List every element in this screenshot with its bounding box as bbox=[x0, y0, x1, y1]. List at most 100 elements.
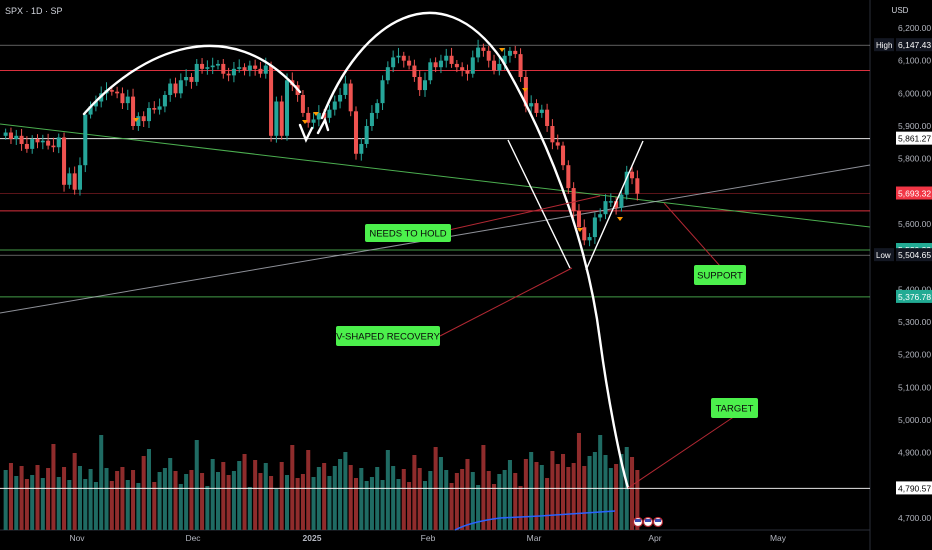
projected-drop-line[interactable] bbox=[500, 58, 630, 490]
earnings-marker bbox=[313, 112, 319, 116]
y-tick-label: 5,900.00 bbox=[898, 121, 931, 131]
volume-bar bbox=[460, 469, 465, 530]
right-top-arc[interactable] bbox=[320, 11, 504, 120]
x-tick-label: Dec bbox=[185, 533, 201, 543]
volume-bar bbox=[614, 464, 619, 530]
volume-bar bbox=[56, 477, 61, 530]
candle-body bbox=[518, 54, 523, 77]
candle-body bbox=[311, 119, 316, 123]
currency-label: USD bbox=[892, 6, 909, 15]
candle-body bbox=[534, 103, 539, 113]
volume-bar bbox=[178, 484, 183, 530]
candle-body bbox=[205, 67, 210, 69]
volume-bar bbox=[168, 458, 173, 530]
volume-series bbox=[3, 433, 640, 530]
y-tick-label: 5,600.00 bbox=[898, 219, 931, 229]
candle-body bbox=[545, 109, 550, 126]
candle-body bbox=[109, 90, 114, 92]
candle-body bbox=[407, 60, 412, 66]
candle-body bbox=[396, 55, 401, 58]
volume-bar bbox=[608, 468, 613, 530]
candle-body bbox=[576, 210, 581, 228]
volume-bar bbox=[120, 467, 125, 530]
volume-bar bbox=[77, 466, 82, 530]
volume-bar bbox=[104, 468, 109, 530]
candle-body bbox=[417, 77, 422, 91]
volume-bar bbox=[582, 466, 587, 530]
volume-bar bbox=[380, 480, 385, 530]
candle-body bbox=[598, 214, 603, 218]
volume-bar bbox=[407, 482, 412, 530]
candle-body bbox=[62, 137, 67, 185]
annotation-box[interactable] bbox=[365, 224, 451, 242]
price-marker-box bbox=[896, 289, 932, 303]
annotation-box[interactable] bbox=[694, 265, 746, 285]
annotation-box[interactable] bbox=[711, 398, 758, 418]
candle-body bbox=[401, 55, 406, 61]
candle-body bbox=[8, 132, 13, 140]
candle-body bbox=[444, 55, 449, 61]
earnings-marker bbox=[302, 120, 308, 124]
volume-bar bbox=[109, 481, 114, 530]
candle-body bbox=[269, 65, 274, 136]
candle-body bbox=[274, 101, 279, 136]
y-tick-label: 5,200.00 bbox=[898, 350, 931, 360]
candle-body bbox=[152, 108, 157, 110]
candle-body bbox=[120, 93, 125, 104]
volume-bar bbox=[518, 486, 523, 530]
candle-body bbox=[343, 83, 348, 95]
candle-body bbox=[146, 108, 151, 122]
candle-body bbox=[115, 91, 120, 94]
volume-bar bbox=[550, 451, 555, 530]
volume-bar bbox=[8, 463, 13, 530]
y-tick-label: 6,000.00 bbox=[898, 88, 931, 98]
annotation-needs-to-hold[interactable]: NEEDS TO HOLD bbox=[365, 224, 451, 242]
volume-bar bbox=[306, 450, 311, 530]
candle-body bbox=[77, 165, 82, 190]
price-marker-tag-box bbox=[874, 38, 894, 52]
volume-bar bbox=[72, 453, 77, 530]
volume-bar bbox=[364, 481, 369, 530]
volume-bar bbox=[322, 463, 327, 530]
volume-bar bbox=[571, 463, 576, 530]
earnings-marker bbox=[133, 118, 139, 122]
volume-bar bbox=[14, 476, 19, 530]
candle-body bbox=[438, 60, 443, 68]
volume-bar bbox=[30, 475, 35, 530]
candle-body bbox=[375, 103, 380, 113]
green-trendline[interactable] bbox=[0, 123, 871, 228]
y-axis-ticks: 6,200.00 6,100.00 6,000.00 5,900.00 5,800.00… bbox=[898, 23, 931, 523]
y-tick-label: 5,800.00 bbox=[898, 154, 931, 164]
volume-bar bbox=[534, 462, 539, 530]
annotation-target[interactable]: TARGET bbox=[711, 398, 758, 418]
volume-bar bbox=[502, 470, 507, 530]
candle-body bbox=[226, 73, 231, 76]
x-tick-label: Mar bbox=[527, 533, 542, 543]
v-lines[interactable] bbox=[507, 139, 644, 271]
y-tick-label: 5,100.00 bbox=[898, 382, 931, 392]
candle-body bbox=[184, 77, 189, 81]
volume-bar bbox=[263, 463, 268, 530]
volume-bar bbox=[428, 471, 433, 530]
price-marker-box bbox=[896, 186, 932, 200]
annotation-label: NEEDS TO HOLD bbox=[369, 229, 446, 240]
candle-body bbox=[30, 139, 35, 149]
candle-body bbox=[449, 55, 454, 64]
candle-body bbox=[619, 194, 624, 208]
volume-bar bbox=[348, 465, 353, 530]
annotation-support[interactable]: SUPPORT bbox=[694, 265, 746, 285]
left-top-arc[interactable] bbox=[82, 44, 302, 116]
annotation-box[interactable] bbox=[336, 326, 440, 346]
candle-body bbox=[173, 83, 178, 94]
candle-body bbox=[168, 83, 173, 95]
candle-body bbox=[380, 80, 385, 104]
scribble-arrows[interactable] bbox=[298, 116, 330, 143]
price-marker: 5,376.78 bbox=[896, 289, 932, 303]
candle-body bbox=[608, 201, 613, 203]
price-marker-box bbox=[896, 481, 932, 495]
candle-body bbox=[300, 94, 305, 113]
y-tick-label: 6,100.00 bbox=[898, 56, 931, 66]
volume-bar bbox=[3, 470, 8, 530]
annotation-v-shaped-recovery[interactable]: V-SHAPED RECOVERY bbox=[336, 326, 441, 346]
